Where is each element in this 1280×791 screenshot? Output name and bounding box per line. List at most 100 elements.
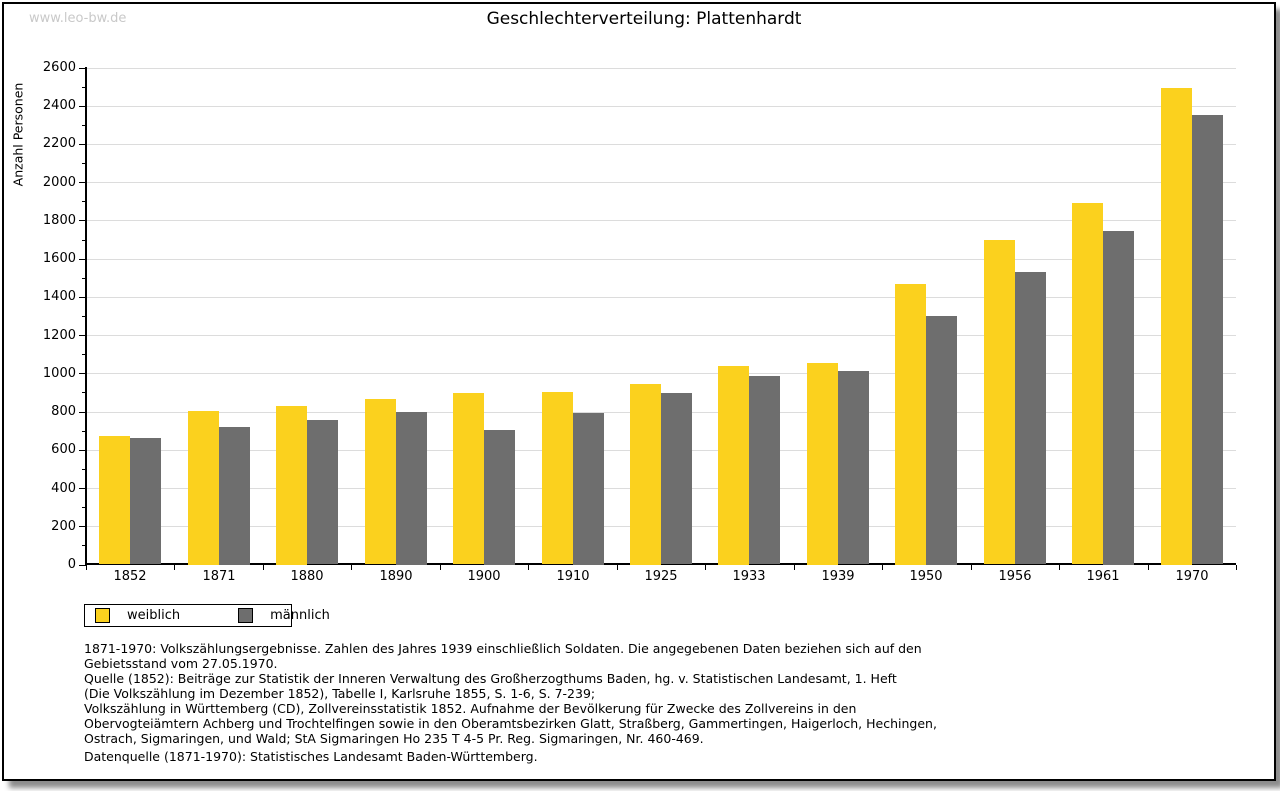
- x-category-label-1880: 1880: [290, 569, 324, 584]
- x-category-label-1890: 1890: [379, 569, 413, 584]
- y-axis-label: Anzahl Personen: [10, 82, 26, 187]
- bar-weiblich-1961: [1072, 203, 1103, 564]
- bar-weiblich-1950: [895, 284, 926, 565]
- x-tick: [1148, 565, 1149, 570]
- y-tick-0: [79, 565, 86, 566]
- y-tick-label: 0: [67, 557, 76, 572]
- source-notes: 1871-1970: Volkszählungsergebnisse. Zahl…: [84, 641, 1204, 746]
- y-tick-label: 400: [51, 481, 76, 496]
- x-tick: [794, 565, 795, 570]
- x-category-label-1852: 1852: [113, 569, 147, 584]
- y-tick-label: 1400: [42, 289, 76, 304]
- y-minor-tick: [82, 125, 86, 126]
- x-category-label-1900: 1900: [467, 569, 501, 584]
- source-note-line: Volkszählung in Württemberg (CD), Zollve…: [84, 701, 857, 716]
- x-category-label-1956: 1956: [998, 569, 1032, 584]
- gridline-1400: [87, 297, 1236, 298]
- chart-title: Geschlechterverteilung: Plattenhardt: [486, 9, 802, 29]
- bar-männlich-1925: [661, 393, 692, 564]
- x-tick: [528, 565, 529, 570]
- bar-männlich-1910: [573, 413, 604, 565]
- y-minor-tick: [82, 545, 86, 546]
- bar-weiblich-1970: [1161, 88, 1192, 565]
- x-tick: [1236, 565, 1237, 570]
- bar-weiblich-1933: [718, 366, 749, 565]
- gridline-1600: [87, 259, 1236, 260]
- y-minor-tick: [82, 354, 86, 355]
- bar-weiblich-1871: [188, 411, 219, 565]
- gridline-1000: [87, 373, 1236, 374]
- x-tick: [174, 565, 175, 570]
- x-category-label-1925: 1925: [644, 569, 678, 584]
- y-tick-label: 1800: [42, 213, 76, 228]
- y-minor-tick: [82, 278, 86, 279]
- gridline-2000: [87, 182, 1236, 183]
- y-tick-2000: [79, 182, 86, 183]
- x-category-label-1933: 1933: [732, 569, 766, 584]
- y-minor-tick: [82, 201, 86, 202]
- x-tick: [882, 565, 883, 570]
- x-tick: [705, 565, 706, 570]
- bar-männlich-1933: [749, 376, 780, 564]
- source-note-line: Ostrach, Sigmaringen, und Wald; StA Sigm…: [84, 731, 704, 746]
- y-tick-label: 2200: [42, 136, 76, 151]
- bar-männlich-1970: [1192, 115, 1223, 564]
- y-tick-label: 1200: [42, 328, 76, 343]
- gridline-2600: [87, 68, 1236, 69]
- y-tick-600: [79, 450, 86, 451]
- x-category-label-1970: 1970: [1175, 569, 1209, 584]
- x-category-label-1950: 1950: [909, 569, 943, 584]
- y-tick-2200: [79, 144, 86, 145]
- source-note-line: Obervogteiämtern Achberg und Trochtelfin…: [84, 716, 937, 731]
- bar-männlich-1900: [484, 430, 515, 565]
- y-tick-label: 200: [51, 519, 76, 534]
- x-tick: [440, 565, 441, 570]
- gridline-2400: [87, 106, 1236, 107]
- x-tick: [351, 565, 352, 570]
- y-tick-1600: [79, 259, 86, 260]
- y-tick-label: 2000: [42, 175, 76, 190]
- y-tick-label: 1000: [42, 366, 76, 381]
- y-minor-tick: [82, 316, 86, 317]
- bar-weiblich-1900: [453, 393, 484, 564]
- x-category-label-1871: 1871: [202, 569, 236, 584]
- legend-box: weiblich männlich: [84, 604, 330, 627]
- bar-weiblich-1852: [99, 436, 130, 564]
- legend-label-maennlich: männlich: [270, 608, 330, 623]
- y-tick-label: 1600: [42, 251, 76, 266]
- y-tick-1200: [79, 335, 86, 336]
- x-tick: [1059, 565, 1060, 570]
- y-minor-tick: [82, 507, 86, 508]
- bar-weiblich-1939: [807, 363, 838, 565]
- legend-swatch-maennlich: [238, 608, 254, 623]
- source-note-line: 1871-1970: Volkszählungsergebnisse. Zahl…: [84, 641, 922, 656]
- source-note-line: (Die Volkszählung im Dezember 1852), Tab…: [84, 686, 596, 701]
- y-tick-label: 2600: [42, 60, 76, 75]
- bar-männlich-1852: [130, 438, 161, 564]
- bar-männlich-1950: [926, 316, 957, 565]
- gridline-1200: [87, 335, 1236, 336]
- y-tick-800: [79, 412, 86, 413]
- legend-swatch-weiblich: [95, 608, 110, 623]
- y-tick-400: [79, 488, 86, 489]
- bar-weiblich-1880: [276, 406, 307, 565]
- y-tick-2600: [79, 68, 86, 69]
- y-tick-200: [79, 526, 86, 527]
- watermark-text: www.leo-bw.de: [29, 11, 127, 26]
- bar-weiblich-1910: [542, 392, 573, 564]
- y-minor-tick: [82, 469, 86, 470]
- y-tick-label: 800: [51, 404, 76, 419]
- x-category-label-1961: 1961: [1086, 569, 1120, 584]
- y-tick-1800: [79, 220, 86, 221]
- bar-männlich-1871: [219, 427, 250, 565]
- bar-männlich-1890: [396, 412, 427, 565]
- x-tick: [971, 565, 972, 570]
- x-tick: [86, 565, 87, 570]
- y-minor-tick: [82, 240, 86, 241]
- source-note-line: Gebietsstand vom 27.05.1970.: [84, 656, 278, 671]
- y-minor-tick: [82, 392, 86, 393]
- legend-label-weiblich: weiblich: [127, 608, 181, 623]
- data-source-note: Datenquelle (1871-1970): Statistisches L…: [84, 749, 538, 764]
